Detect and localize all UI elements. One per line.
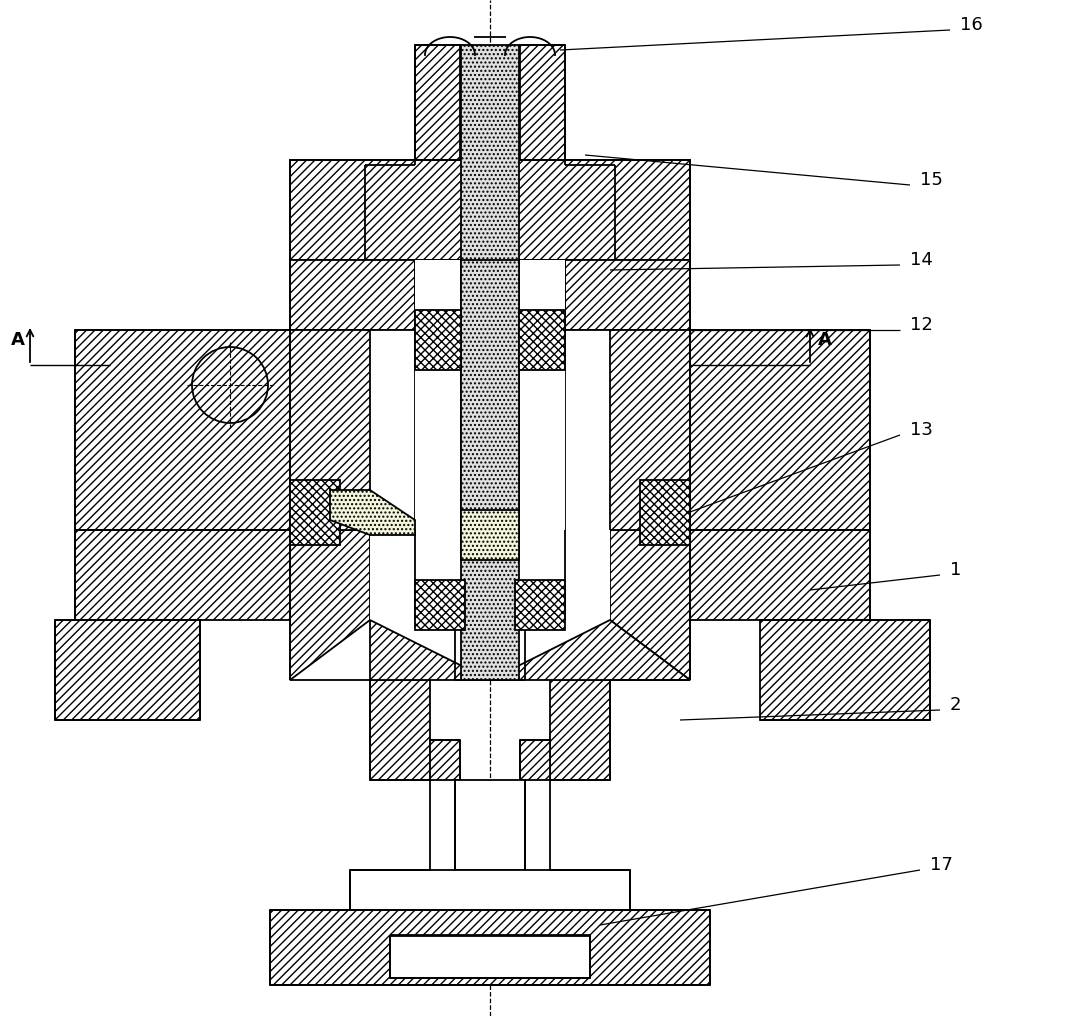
Text: 16: 16 bbox=[960, 16, 983, 34]
Polygon shape bbox=[291, 530, 370, 680]
Bar bbox=[415, 260, 565, 530]
Polygon shape bbox=[370, 620, 490, 680]
Text: 15: 15 bbox=[920, 171, 943, 189]
Bar bbox=[291, 480, 340, 545]
Text: A: A bbox=[818, 331, 832, 350]
Polygon shape bbox=[291, 330, 690, 530]
Polygon shape bbox=[690, 330, 870, 530]
Bar bbox=[461, 260, 519, 530]
Polygon shape bbox=[430, 740, 460, 780]
Polygon shape bbox=[490, 620, 690, 680]
Bar bbox=[519, 310, 565, 370]
Bar bbox=[461, 45, 519, 680]
Bar bbox=[415, 310, 461, 370]
Bar bbox=[370, 330, 610, 530]
Text: 17: 17 bbox=[930, 856, 953, 874]
Polygon shape bbox=[365, 160, 415, 260]
Polygon shape bbox=[291, 160, 365, 330]
Polygon shape bbox=[690, 530, 870, 620]
Polygon shape bbox=[519, 45, 565, 165]
Bar bbox=[350, 870, 630, 910]
Text: 13: 13 bbox=[910, 421, 933, 439]
Polygon shape bbox=[370, 530, 610, 680]
Polygon shape bbox=[550, 680, 610, 780]
Polygon shape bbox=[519, 740, 550, 780]
Polygon shape bbox=[615, 160, 690, 330]
Polygon shape bbox=[415, 45, 460, 165]
Polygon shape bbox=[330, 490, 415, 535]
Polygon shape bbox=[565, 160, 615, 260]
Bar bbox=[515, 580, 565, 630]
Polygon shape bbox=[370, 680, 430, 780]
Bar bbox=[461, 510, 519, 560]
Polygon shape bbox=[760, 620, 930, 720]
Text: 1: 1 bbox=[950, 561, 961, 579]
Text: 12: 12 bbox=[910, 316, 933, 334]
Polygon shape bbox=[565, 260, 690, 330]
Polygon shape bbox=[610, 330, 690, 530]
Text: 2: 2 bbox=[950, 696, 961, 714]
Bar bbox=[270, 910, 710, 985]
Text: A: A bbox=[11, 331, 25, 350]
Polygon shape bbox=[75, 330, 291, 530]
Polygon shape bbox=[291, 330, 370, 530]
Text: 14: 14 bbox=[910, 251, 933, 269]
Bar bbox=[390, 936, 590, 978]
Bar bbox=[640, 480, 690, 545]
Bar bbox=[455, 780, 525, 870]
Polygon shape bbox=[610, 530, 690, 680]
Polygon shape bbox=[291, 260, 415, 330]
Polygon shape bbox=[75, 530, 291, 620]
Polygon shape bbox=[291, 160, 690, 260]
Bar bbox=[415, 580, 465, 630]
Polygon shape bbox=[55, 620, 200, 720]
